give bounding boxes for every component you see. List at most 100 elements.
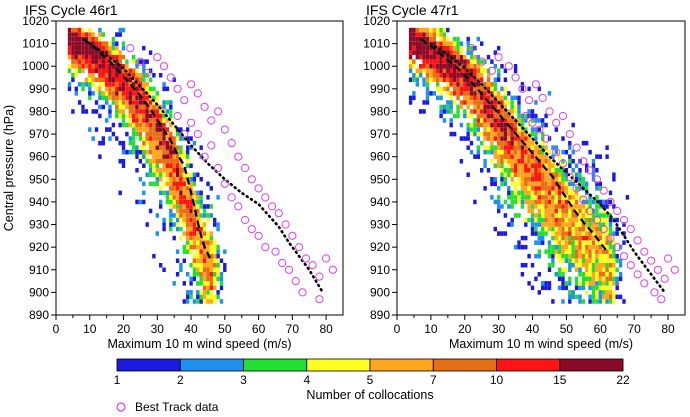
best-track-point (200, 152, 209, 161)
heatmap-cell (142, 199, 146, 205)
heatmap-cell (138, 77, 143, 83)
heatmap-cell (452, 77, 457, 83)
heatmap-cell (490, 159, 494, 164)
heatmap-cell (449, 100, 453, 105)
best-track-points (126, 44, 337, 304)
heatmap-cell (71, 32, 75, 37)
heatmap-cell (196, 213, 200, 218)
heatmap-cell (118, 32, 122, 37)
heatmap-cell (537, 154, 541, 159)
heatmap-cell (169, 109, 173, 114)
heatmap-cell (490, 181, 494, 187)
heatmap-cell (186, 226, 190, 232)
heatmap-cell (105, 68, 109, 74)
heatmap-cell (608, 290, 613, 295)
best-track-point (467, 44, 476, 53)
heatmap-cell (425, 100, 430, 105)
heatmap-cell (602, 290, 606, 295)
heatmap-cell (602, 235, 606, 241)
heatmap-cell (162, 86, 166, 92)
heatmap-cell (520, 149, 525, 155)
heatmap-cell (598, 154, 602, 159)
heatmap-cell (551, 217, 555, 223)
heatmap-cell (527, 86, 531, 92)
heatmap-cell (571, 290, 575, 295)
heatmap-cell (186, 208, 190, 214)
y-tick-label: 1020 (22, 14, 49, 28)
heatmap-cell (473, 59, 477, 64)
heatmap-cell (196, 240, 200, 245)
heatmap-cell (469, 131, 474, 137)
heatmap-cell (480, 86, 484, 92)
heatmap-cell (503, 172, 508, 178)
heatmap-cell (169, 104, 173, 110)
heatmap-cell (544, 199, 548, 205)
heatmap-cell (81, 41, 85, 46)
heatmap-cell (415, 73, 419, 78)
heatmap-cell (564, 285, 569, 291)
heatmap-cell (169, 208, 173, 214)
heatmap-cell (155, 172, 159, 178)
heatmap-cell (169, 149, 173, 155)
heatmap-cell (551, 263, 555, 268)
heatmap-cell (135, 73, 139, 78)
heatmap-cell (169, 186, 173, 191)
heatmap-cell (564, 222, 569, 227)
heatmap-cell (196, 195, 200, 200)
best-track-point (487, 66, 496, 75)
heatmap-cell (551, 168, 555, 173)
heatmap-cell (551, 145, 555, 150)
heatmap-cell (497, 131, 501, 137)
y-tick-label: 940 (29, 195, 49, 209)
best-track-point (227, 139, 236, 148)
heatmap-cell (469, 45, 474, 51)
heatmap-cell (202, 263, 207, 268)
y-tick-label: 950 (29, 172, 49, 186)
heatmap-cell (497, 149, 501, 155)
heatmap-cell (473, 100, 477, 105)
heatmap-cell (561, 285, 565, 291)
heatmap-cell (432, 54, 436, 60)
heatmap-cell (588, 240, 592, 245)
heatmap-cell (507, 136, 511, 141)
heatmap-cell (199, 145, 203, 150)
heatmap-cell (605, 263, 609, 268)
heatmap-cell (115, 54, 119, 60)
heatmap-cell (554, 149, 558, 155)
heatmap-cell (209, 281, 213, 286)
heatmap-cell (544, 226, 548, 232)
heatmap-cell (148, 50, 153, 55)
heatmap-cell (571, 244, 575, 250)
heatmap-cell (568, 226, 572, 232)
heatmap-cell (209, 186, 213, 191)
heatmap-cell (436, 82, 440, 87)
heatmap-cell (578, 285, 582, 291)
heatmap-cell (564, 208, 569, 214)
best-track-points (467, 44, 679, 304)
heatmap-cell (591, 226, 596, 232)
heatmap-cell (493, 154, 497, 159)
heatmap-cell (571, 168, 575, 173)
heatmap-cell (115, 104, 119, 110)
colorbar-segment (369, 358, 434, 372)
heatmap-cell (94, 109, 99, 114)
heatmap-cell (588, 244, 592, 250)
heatmap-cell (537, 235, 541, 241)
heatmap-cell (561, 235, 565, 241)
heatmap-cell (186, 195, 190, 200)
heatmap-cell (507, 140, 511, 146)
heatmap-cell (503, 122, 508, 128)
heatmap-cell (202, 208, 207, 214)
heatmap-cell (500, 122, 504, 128)
heatmap-cell (537, 222, 541, 227)
heatmap-cell (490, 109, 494, 114)
heatmap-cell (199, 299, 203, 304)
heatmap-cell (476, 145, 480, 150)
heatmap-cell (463, 136, 467, 141)
heatmap-cell (209, 231, 213, 236)
heatmap-cell (612, 263, 616, 268)
heatmap-cell (574, 231, 579, 236)
heatmap-cell (483, 149, 487, 155)
heatmap-cell (578, 208, 582, 214)
heatmap-cell (571, 258, 575, 264)
